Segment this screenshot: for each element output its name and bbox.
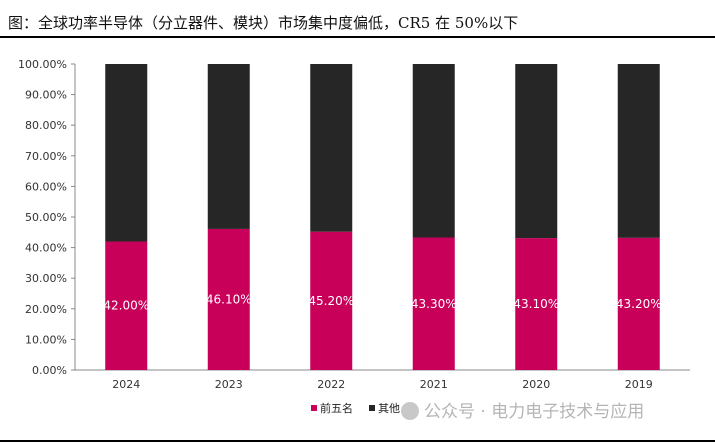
legend-label: 其他: [378, 402, 400, 415]
legend-swatch: [369, 405, 375, 411]
bar-others: [207, 64, 250, 229]
bar-top5: [105, 241, 148, 370]
bar-top5: [310, 231, 353, 370]
bar-top5: [412, 237, 455, 370]
bar-others: [617, 64, 660, 238]
data-label: 45.20%: [308, 294, 354, 308]
x-tick-label: 2023: [215, 378, 243, 391]
y-tick-label: 10.00%: [25, 333, 67, 346]
bar-others: [310, 64, 353, 232]
bar-others: [515, 64, 558, 239]
x-tick-label: 2024: [112, 378, 140, 391]
data-label: 43.10%: [513, 297, 559, 311]
bar-top5: [617, 237, 660, 370]
bottom-rule: [0, 440, 715, 442]
bar-others: [412, 64, 455, 238]
data-label: 43.30%: [411, 297, 457, 311]
figure-title: 图：全球功率半导体（分立器件、模块）市场集中度偏低，CR5 在 50%以下: [8, 14, 519, 32]
data-label: 46.10%: [206, 292, 252, 306]
y-tick-label: 90.00%: [25, 89, 67, 102]
data-label: 43.20%: [616, 297, 662, 311]
bar-top5: [207, 228, 250, 370]
x-tick-label: 2022: [317, 378, 345, 391]
y-tick-label: 50.00%: [25, 211, 67, 224]
wechat-icon: [401, 402, 419, 420]
bar-top5: [515, 238, 558, 370]
y-tick-label: 70.00%: [25, 150, 67, 163]
title-rule: [0, 36, 715, 38]
legend-label: 前五名: [320, 401, 353, 415]
watermark: 公众号 · 电力电子技术与应用: [424, 402, 644, 422]
y-tick-label: 40.00%: [25, 242, 67, 255]
x-tick-label: 2020: [522, 378, 550, 391]
bar-others: [105, 64, 148, 242]
y-tick-label: 20.00%: [25, 303, 67, 316]
x-tick-label: 2019: [625, 378, 653, 391]
x-tick-label: 2021: [420, 378, 448, 391]
y-tick-label: 0.00%: [32, 364, 67, 377]
y-tick-label: 60.00%: [25, 180, 67, 193]
legend-swatch: [311, 405, 317, 411]
y-tick-label: 80.00%: [25, 119, 67, 132]
data-label: 42.00%: [103, 299, 149, 313]
y-tick-label: 100.00%: [18, 58, 67, 71]
y-tick-label: 30.00%: [25, 272, 67, 285]
